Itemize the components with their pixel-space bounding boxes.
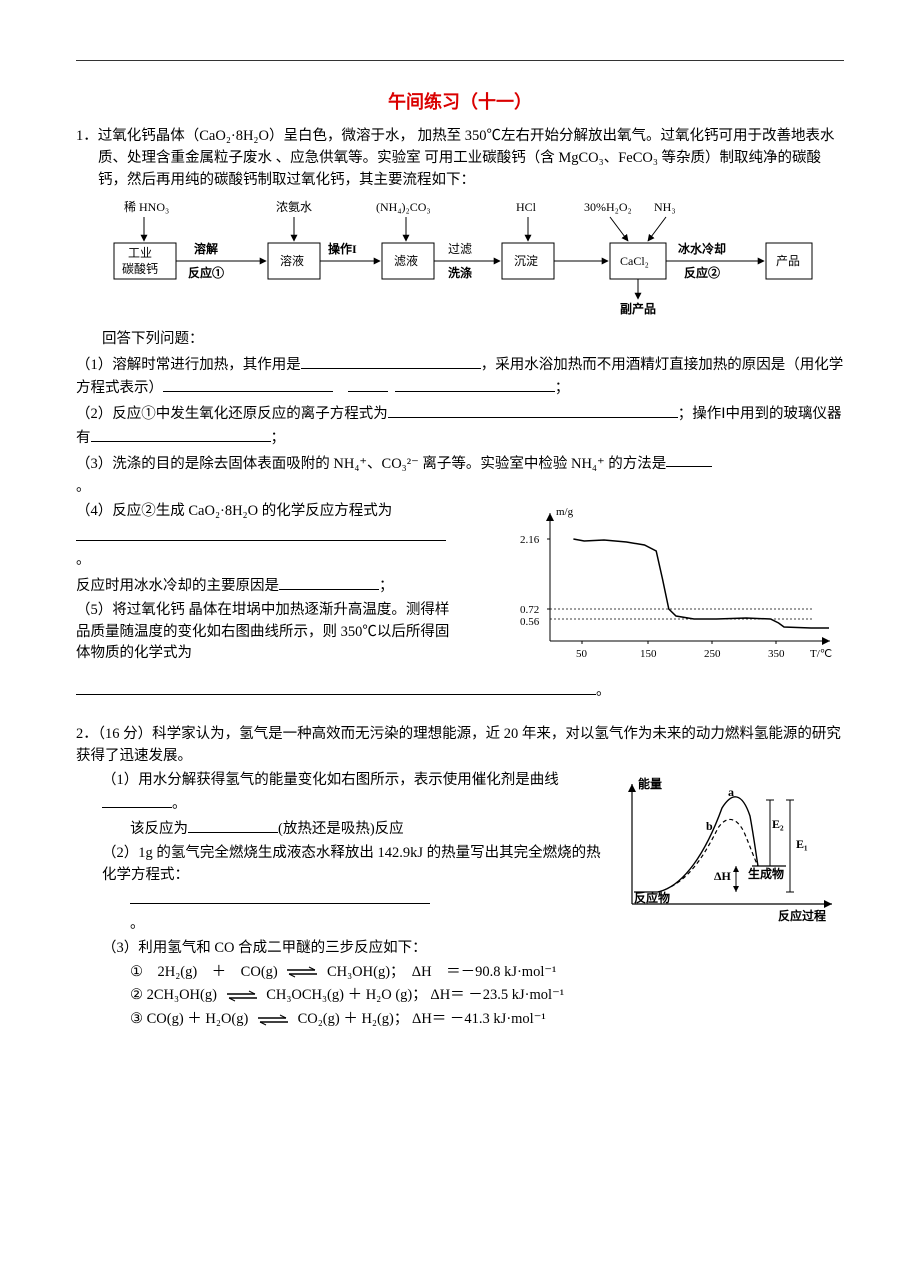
q2-intro-text: （16 分）科学家认为，氢气是一种高效而无污染的理想能源，近 20 年来，对以氢… xyxy=(76,726,841,764)
chart-ylabel: m/g xyxy=(556,506,574,518)
eq1-rhs: CH₃OH(g)； ΔH ＝－90.8 kJ·mol⁻¹ xyxy=(327,964,556,980)
blank xyxy=(102,792,172,808)
energy-e2: E₂ xyxy=(772,817,784,831)
q1-p4-end: 。 xyxy=(76,550,456,572)
flow-box6: 产品 xyxy=(776,254,800,268)
q1-p5: （5）将过氧化钙 晶体在坩埚中加热逐渐升高温度。测得样品质量随温度的变化如右图曲… xyxy=(76,600,456,665)
q1-num: 1． xyxy=(76,128,98,144)
flow-box1-l2: 碳酸钙 xyxy=(122,261,158,276)
q1-p3a: （3）洗涤的目的是除去固体表面吸附的 NH₄⁺、CO₃²⁻ 离子等。实验室中检验… xyxy=(76,455,666,471)
q2-num: 2． xyxy=(76,726,98,742)
blank xyxy=(130,889,430,905)
flow-arrow5-t2: 反应② xyxy=(684,265,720,280)
mass-temp-chart: m/g 2.16 0.72 0.56 50 150 250 350 T/℃ xyxy=(504,501,844,679)
page-title: 午间练习（十一） xyxy=(76,89,844,116)
q2-p1c: (放热还是吸热)反应 xyxy=(278,821,404,837)
flow-box5: CaCl₂ xyxy=(620,254,649,268)
flowchart: 稀 HNO₃ 浓氨水 (NH₄)₂CO₃ HCl 30%H₂O₂ NH₃ 工业 … xyxy=(76,197,844,325)
flow-box3: 滤液 xyxy=(394,253,418,268)
flow-arrow3-t2: 洗涤 xyxy=(448,265,472,280)
flow-top-2: 浓氨水 xyxy=(276,200,312,214)
q2-p3: （3）利用氢气和 CO 合成二甲醚的三步反应如下： xyxy=(76,938,844,960)
equilibrium-arrow-icon xyxy=(285,965,319,979)
q1-p4b-text: 反应时用冰水冷却的主要原因是 xyxy=(76,578,279,594)
eq2-rhs: CH₃OCH₃(g) ＋ H₂O (g)； ΔH＝ －23.5 kJ·mol⁻¹ xyxy=(266,987,564,1003)
q1-p4-blank xyxy=(76,525,456,549)
blank xyxy=(91,426,271,442)
q1-p3: （3）洗涤的目的是除去固体表面吸附的 NH₄⁺、CO₃²⁻ 离子等。实验室中检验… xyxy=(76,452,844,476)
ytick-2: 0.72 xyxy=(520,604,539,616)
equilibrium-arrow-icon xyxy=(256,1013,290,1027)
energy-dh: ΔH xyxy=(714,869,732,883)
energy-b: b xyxy=(706,819,713,833)
q2-eq3: ③ CO(g) ＋ H₂O(g) CO₂(g) ＋ H₂(g)； ΔH＝ －41… xyxy=(76,1009,844,1031)
energy-a: a xyxy=(728,785,734,799)
blank xyxy=(163,376,333,392)
q1-p4: （4）反应②生成 CaO₂·8H₂O 的化学反应方程式为 xyxy=(76,501,456,523)
flow-arrow2-t1: 操作I xyxy=(328,241,357,256)
flow-top-4: HCl xyxy=(516,200,537,214)
xtick-3: 250 xyxy=(704,648,721,660)
q1-p1-text: （1）溶解时常进行加热，其作用是 xyxy=(76,357,301,373)
q1-intro-text: 过氧化钙晶体（CaO₂·8H₂O）呈白色，微溶于水， 加热至 350℃左右开始分… xyxy=(98,128,835,188)
blank xyxy=(279,574,379,590)
energy-prod: 生成物 xyxy=(748,866,784,881)
flow-bottom: 副产品 xyxy=(620,301,656,316)
q2-p1-text: （1）用水分解获得氢气的能量变化如右图所示，表示使用催化剂是曲线 xyxy=(102,772,559,788)
q2-intro: 2．（16 分）科学家认为，氢气是一种高效而无污染的理想能源，近 20 年来，对… xyxy=(76,724,844,768)
flow-arrow1-t1: 溶解 xyxy=(194,241,218,256)
chart-xlabel: T/℃ xyxy=(810,648,832,660)
blank xyxy=(188,817,278,833)
blank xyxy=(348,376,388,392)
ytick-3: 0.56 xyxy=(520,616,540,628)
q2-eq2: ② 2CH₃OH(g) CH₃OCH₃(g) ＋ H₂O (g)； ΔH＝ －2… xyxy=(76,985,844,1007)
q1-p4-text: （4）反应②生成 CaO₂·8H₂O 的化学反应方程式为 xyxy=(76,503,392,519)
blank xyxy=(395,376,555,392)
q1-p5-blank: 。 xyxy=(76,679,844,703)
eq3-rhs: CO₂(g) ＋ H₂(g)； ΔH＝ －41.3 kJ·mol⁻¹ xyxy=(298,1011,546,1027)
energy-react: 反应物 xyxy=(634,890,670,905)
eq1-lhs: ① 2H₂(g) ＋ CO(g) xyxy=(130,964,278,980)
flow-arrow1-t2: 反应① xyxy=(188,265,224,280)
blank xyxy=(388,402,678,418)
energy-xlabel: 反应过程 xyxy=(778,908,826,923)
blank xyxy=(76,679,596,695)
flow-box2: 溶液 xyxy=(280,253,304,268)
energy-e1: E₁ xyxy=(796,837,808,851)
q1-p4b: 反应时用冰水冷却的主要原因是； xyxy=(76,574,456,598)
q1-p4-block: （4）反应②生成 CaO₂·8H₂O 的化学反应方程式为 。 反应时用冰水冷却的… xyxy=(76,501,456,665)
eq2-lhs: ② 2CH₃OH(g) xyxy=(130,987,217,1003)
blank xyxy=(301,353,481,369)
flow-top-1: 稀 HNO₃ xyxy=(124,200,169,214)
flow-arrow5-t1: 冰水冷却 xyxy=(678,241,726,256)
flow-top-5a: 30%H₂O₂ xyxy=(584,200,632,214)
q1-p2: （2）反应①中发生氧化还原反应的离子方程式为；操作Ⅰ中用到的玻璃仪器有； xyxy=(76,402,844,449)
q1-p3-end: 。 xyxy=(76,477,844,499)
q1-answer-lead: 回答下列问题： xyxy=(76,329,844,351)
flow-arrow3-t1: 过滤 xyxy=(448,242,472,256)
xtick-2: 150 xyxy=(640,648,657,660)
flow-top-5b: NH₃ xyxy=(654,200,676,214)
q2-p1b-text: 该反应为 xyxy=(130,821,188,837)
xtick-1: 50 xyxy=(576,648,588,660)
eq3-lhs: ③ CO(g) ＋ H₂O(g) xyxy=(130,1011,248,1027)
flow-top-3: (NH₄)₂CO₃ xyxy=(376,200,431,214)
top-rule xyxy=(76,60,844,61)
blank xyxy=(666,452,712,468)
xtick-4: 350 xyxy=(768,648,785,660)
q1-intro: 1．过氧化钙晶体（CaO₂·8H₂O）呈白色，微溶于水， 加热至 350℃左右开… xyxy=(76,126,844,191)
q2-p2-text: （2）1g 的氢气完全燃烧生成液态水释放出 142.9kJ 的热量写出其完全燃烧… xyxy=(102,845,601,883)
q1-p5-text: （5）将过氧化钙 晶体在坩埚中加热逐渐升高温度。测得样品质量随温度的变化如右图曲… xyxy=(76,602,449,662)
q1-p2-text: （2）反应①中发生氧化还原反应的离子方程式为 xyxy=(76,406,388,422)
flow-box4: 沉淀 xyxy=(514,254,538,268)
equilibrium-arrow-icon xyxy=(225,989,259,1003)
energy-ylabel: 能量 xyxy=(638,776,662,791)
flow-box1-l1: 工业 xyxy=(128,246,152,260)
blank xyxy=(76,525,446,541)
q1-p1: （1）溶解时常进行加热，其作用是，采用水浴加热而不用酒精灯直接加热的原因是（用化… xyxy=(76,353,844,400)
q2-eq1: ① 2H₂(g) ＋ CO(g) CH₃OH(g)； ΔH ＝－90.8 kJ·… xyxy=(76,962,844,984)
ytick-1: 2.16 xyxy=(520,534,540,546)
energy-diagram: 能量 反应过程 a b E₁ E₂ ΔH 生成物 反应物 xyxy=(614,774,844,932)
